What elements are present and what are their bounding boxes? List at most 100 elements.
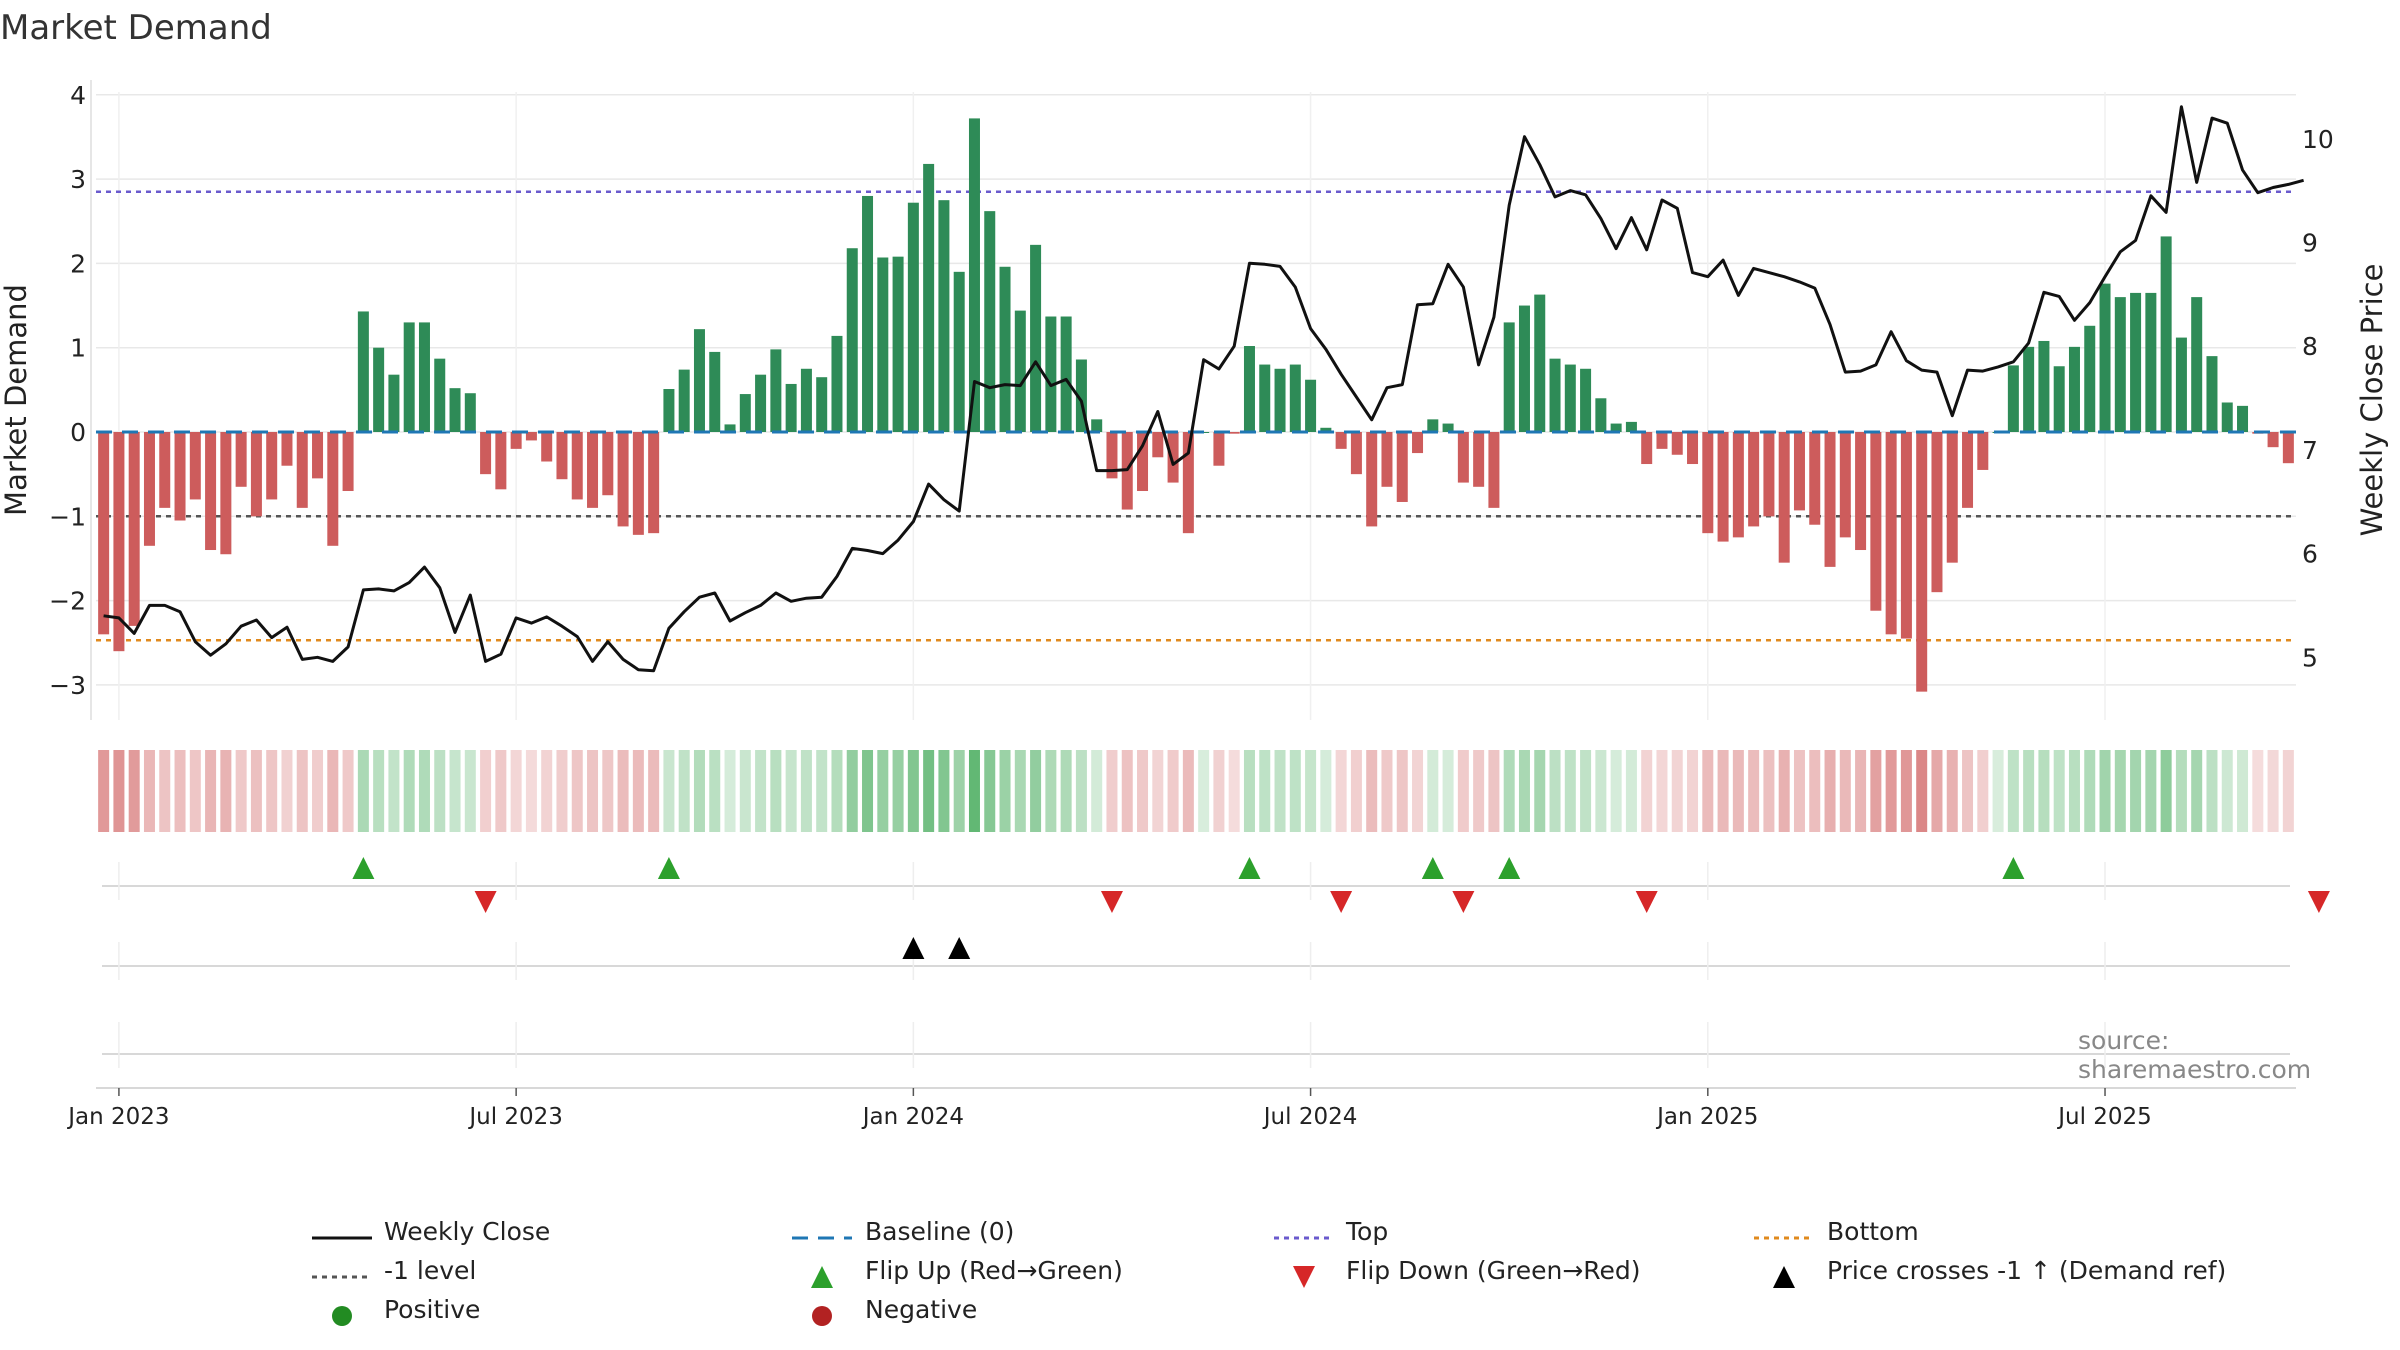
demand-bar: [2007, 365, 2019, 432]
x-tick-label: Jul 2024: [1262, 1104, 1358, 1130]
demand-bar: [1106, 432, 1118, 479]
heat-strip-cell: [907, 750, 919, 832]
flip-down-marker: [1452, 891, 1475, 913]
demand-bar: [709, 351, 721, 432]
heat-strip-cell: [1289, 750, 1301, 832]
heat-strip-cell: [1366, 750, 1378, 832]
demand-bar: [1870, 432, 1882, 611]
heat-strip-cell: [1503, 750, 1515, 832]
demand-bar: [999, 266, 1011, 432]
demand-bar: [1900, 432, 1912, 639]
flip-down-marker: [1100, 891, 1123, 913]
x-tick-label: Jan 2025: [1655, 1104, 1758, 1130]
heat-strip-cell: [541, 750, 553, 832]
demand-bar: [785, 383, 797, 432]
heat-strip-cell: [2282, 750, 2294, 832]
heat-strip-cell: [480, 750, 492, 832]
heat-strip-cell: [953, 750, 965, 832]
flip-up-marker: [657, 857, 680, 879]
y2-tick-label: 10: [2302, 125, 2334, 154]
heat-strip-cell: [1488, 750, 1500, 832]
demand-bar: [1809, 432, 1821, 525]
demand-bar: [907, 202, 919, 432]
demand-bar: [1732, 432, 1744, 538]
demand-bar: [418, 322, 430, 432]
heat-strip-cell: [755, 750, 767, 832]
heat-strip-cell: [693, 750, 705, 832]
heat-strip-cell: [312, 750, 324, 832]
demand-bar: [1778, 432, 1790, 563]
heat-strip-cell: [1534, 750, 1546, 832]
demand-bar: [1610, 423, 1622, 432]
demand-bar: [1091, 419, 1103, 432]
heat-strip-cell: [1916, 750, 1928, 832]
y2-tick-label: 7: [2302, 436, 2318, 465]
heat-strip-cell: [1580, 750, 1592, 832]
heat-strip-cell: [1885, 750, 1897, 832]
price-cross-marker: [902, 937, 925, 959]
demand-bar: [235, 432, 247, 487]
heat-strip-cell: [266, 750, 278, 832]
heat-strip-cell: [1106, 750, 1118, 832]
heat-strip-cell: [1839, 750, 1851, 832]
heat-strip-cell: [418, 750, 430, 832]
heat-strip-cell: [2206, 750, 2218, 832]
heat-strip-cell: [1778, 750, 1790, 832]
y-tick-label: 1: [70, 334, 86, 363]
heat-strip-cell: [1030, 750, 1042, 832]
demand-bar: [510, 432, 522, 449]
demand-bar: [1442, 423, 1454, 432]
heat-strip-cell: [1717, 750, 1729, 832]
y-tick-label: −1: [49, 502, 86, 531]
demand-bar: [312, 432, 324, 479]
heat-strip-cell: [281, 750, 293, 832]
demand-bar: [938, 200, 950, 432]
heat-strip-cell: [2221, 750, 2233, 832]
demand-bar: [1763, 432, 1775, 517]
demand-bar: [1580, 368, 1592, 432]
demand-bar: [1702, 432, 1714, 534]
heat-strip-cell: [862, 750, 874, 832]
demand-bar: [663, 389, 675, 432]
heat-strip-cell: [464, 750, 476, 832]
demand-bar: [1243, 346, 1255, 432]
demand-bar: [113, 432, 125, 652]
flip-up-marker: [352, 857, 375, 879]
heat-strip-cell: [602, 750, 614, 832]
heat-strip-cell: [250, 750, 262, 832]
demand-bar: [1289, 364, 1301, 432]
heat-strip-cell: [2130, 750, 2142, 832]
x-tick-label: Jan 2024: [861, 1104, 964, 1130]
demand-bar: [602, 432, 614, 496]
demand-bar: [1213, 432, 1225, 466]
demand-bar: [1335, 432, 1347, 449]
heat-strip-cell: [1091, 750, 1103, 832]
heat-strip-cell: [1962, 750, 1974, 832]
heat-strip-cell: [1793, 750, 1805, 832]
demand-bar: [1060, 316, 1072, 432]
demand-bar: [923, 163, 935, 432]
demand-bar: [434, 358, 446, 432]
heat-strip-cell: [1763, 750, 1775, 832]
heat-strip-cell: [678, 750, 690, 832]
demand-bar: [877, 257, 889, 432]
legend-swatch-flip_up: [811, 1266, 833, 1288]
source-credit: source: sharemaestro.com: [2078, 1026, 2312, 1084]
demand-bar: [403, 322, 415, 432]
y2-axis-label: Weekly Close Price: [2355, 264, 2389, 537]
demand-bar: [2175, 337, 2187, 432]
heat-strip-cell: [128, 750, 140, 832]
demand-bar: [266, 432, 278, 500]
heat-strip-cell: [739, 750, 751, 832]
demand-bar: [953, 271, 965, 432]
heat-strip-cell: [1320, 750, 1332, 832]
heat-strip-cell: [1824, 750, 1836, 832]
heat-strip-cell: [1595, 750, 1607, 832]
demand-bar: [495, 432, 507, 490]
demand-bar: [296, 432, 308, 508]
demand-bar: [1030, 244, 1042, 432]
demand-bar: [1412, 432, 1424, 454]
demand-bar: [1885, 432, 1897, 635]
legend-swatch-cross: [1773, 1266, 1795, 1288]
